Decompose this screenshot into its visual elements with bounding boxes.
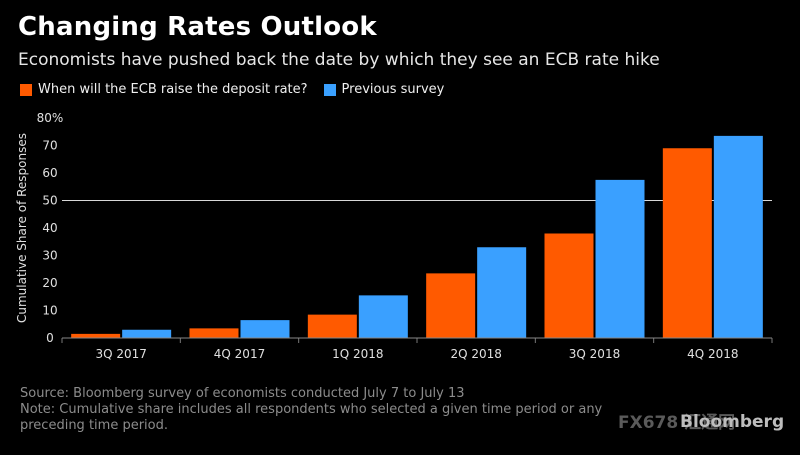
bar-previous-3 [477, 247, 527, 338]
bar-current-3 [426, 273, 476, 338]
bar-previous-4 [595, 179, 645, 338]
legend-swatch-current [20, 83, 32, 96]
x-tick-label: 3Q 2017 [95, 347, 146, 361]
y-tick-label: 10 [42, 304, 57, 318]
watermark: FX678 汇通网 [618, 413, 736, 433]
y-tick-label: 60 [42, 166, 57, 180]
note-line-2: preceding time period. [20, 418, 168, 433]
x-tick-label: 4Q 2017 [214, 347, 265, 361]
brand-logo: Bloomberg [680, 412, 785, 432]
y-axis-label: Cumulative Share of Responses [15, 133, 29, 323]
y-tick-label: 50 [42, 194, 57, 208]
bar-current-4 [544, 233, 594, 338]
bar-current-2 [307, 314, 357, 338]
legend-label-current: When will the ECB raise the deposit rate… [38, 82, 308, 97]
bar-previous-1 [240, 320, 290, 338]
y-tick-label: 80% [37, 111, 64, 125]
note-line-1: Note: Cumulative share includes all resp… [20, 402, 603, 417]
legend-label-previous: Previous survey [341, 82, 445, 97]
bar-current-0 [71, 333, 121, 338]
x-tick-label: 2Q 2018 [450, 347, 501, 361]
chart-subtitle: Economists have pushed back the date by … [18, 50, 660, 70]
chart-title: Changing Rates Outlook [18, 12, 377, 42]
y-tick-label: 0 [46, 331, 54, 345]
bar-previous-2 [358, 295, 408, 338]
legend-item-previous: Previous survey [323, 82, 445, 97]
legend-swatch-previous [323, 83, 336, 96]
x-tick-label: 4Q 2018 [687, 347, 738, 361]
bar-previous-0 [122, 329, 172, 338]
source-note: Source: Bloomberg survey of economists c… [20, 386, 465, 401]
bar-previous-5 [713, 135, 763, 338]
x-tick-label: 1Q 2018 [332, 347, 383, 361]
legend-item-current: When will the ECB raise the deposit rate… [20, 82, 308, 97]
footnote: Source: Bloomberg survey of economists c… [20, 386, 602, 434]
y-tick-label: 70 [42, 139, 57, 153]
x-tick-label: 3Q 2018 [569, 347, 620, 361]
y-tick-label: 40 [42, 221, 57, 235]
legend: When will the ECB raise the deposit rate… [20, 82, 460, 97]
bar-current-5 [662, 148, 712, 338]
y-tick-label: 30 [42, 249, 57, 263]
bar-current-1 [189, 328, 239, 338]
y-tick-label: 20 [42, 276, 57, 290]
